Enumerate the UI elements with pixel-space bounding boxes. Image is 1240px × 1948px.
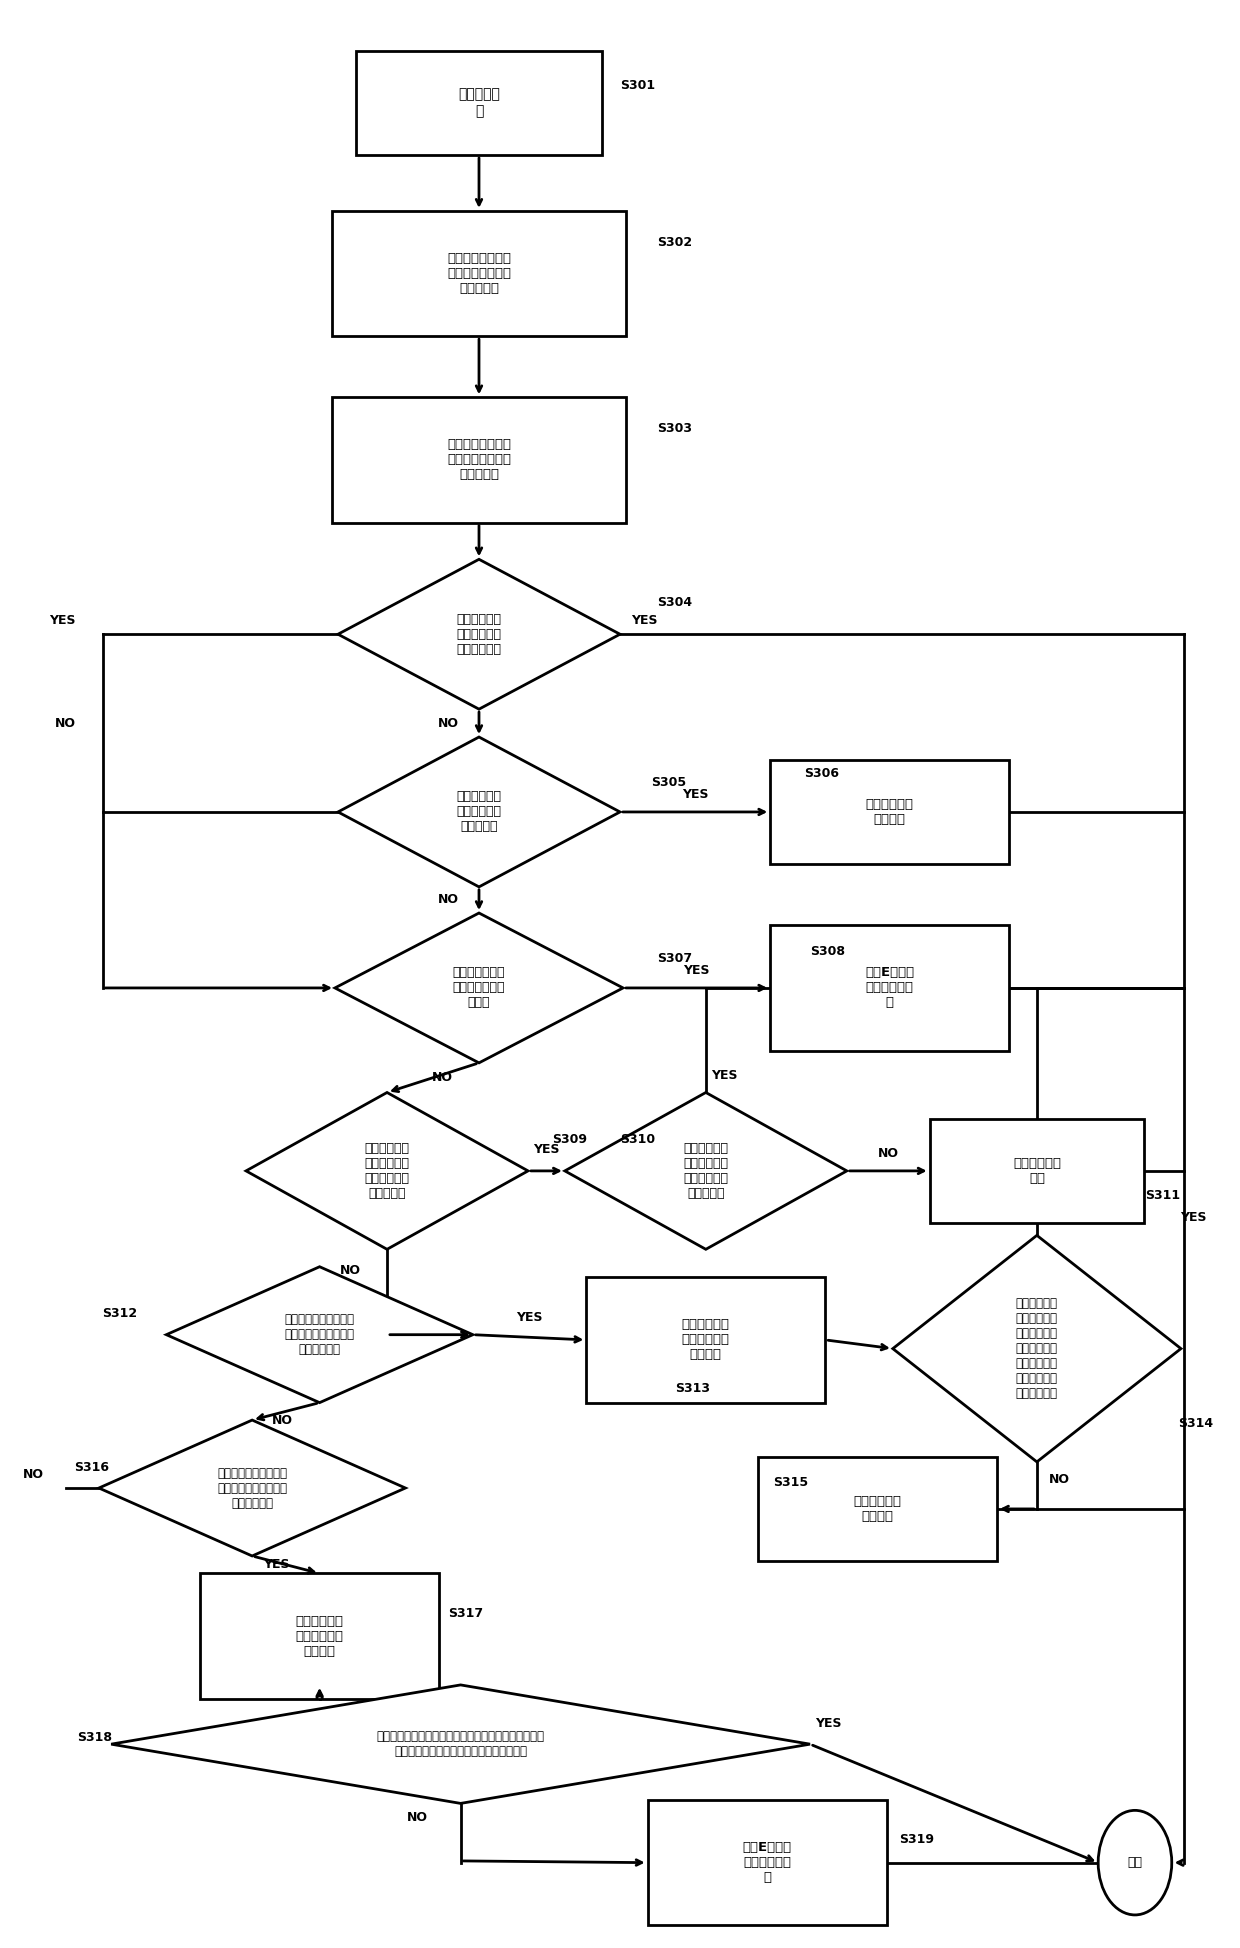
Text: 读取电加热器的时
钟芯片当前时间段
的当前时区: 读取电加热器的时 钟芯片当前时间段 的当前时区 <box>446 251 511 294</box>
FancyBboxPatch shape <box>647 1800 887 1925</box>
Text: 检测当前时区的下一个
时区是否接收到用户的
第一用水指令: 检测当前时区的下一个 时区是否接收到用户的 第一用水指令 <box>285 1313 355 1356</box>
Text: NO: NO <box>1049 1473 1069 1486</box>
Text: S304: S304 <box>657 596 692 610</box>
Text: 开启E增容下
的恒温加热模
式: 开启E增容下 的恒温加热模 式 <box>866 966 914 1009</box>
Text: 控制电热水器
关机: 控制电热水器 关机 <box>1013 1157 1061 1184</box>
Text: S313: S313 <box>675 1383 711 1395</box>
Text: NO: NO <box>340 1264 361 1276</box>
FancyBboxPatch shape <box>332 397 626 522</box>
Text: YES: YES <box>533 1143 559 1157</box>
Text: 判断当前时区
是否接收到第
一用水指令: 判断当前时区 是否接收到第 一用水指令 <box>456 791 501 834</box>
Text: S318: S318 <box>77 1730 112 1743</box>
Polygon shape <box>893 1235 1180 1461</box>
Text: 检测当前时区
的下一个时区
是否接收到用
户用水指令: 检测当前时区 的下一个时区 是否接收到用 户用水指令 <box>365 1142 409 1200</box>
FancyBboxPatch shape <box>770 760 1009 865</box>
Polygon shape <box>339 559 620 709</box>
Polygon shape <box>335 914 622 1064</box>
Text: S314: S314 <box>1178 1416 1213 1430</box>
Text: S319: S319 <box>899 1833 935 1847</box>
FancyBboxPatch shape <box>758 1457 997 1560</box>
Text: 判断计算获得的到达对应的用水设置温度的时间是否大
于当前时间到下一个时区起点的时间间隔。: 判断计算获得的到达对应的用水设置温度的时间是否大 于当前时间到下一个时区起点的时… <box>377 1730 544 1759</box>
Text: S312: S312 <box>103 1307 138 1321</box>
Text: 开始智能加
热: 开始智能加 热 <box>458 88 500 119</box>
Text: NO: NO <box>22 1467 43 1480</box>
Text: S310: S310 <box>620 1134 655 1145</box>
Polygon shape <box>166 1266 472 1403</box>
Text: NO: NO <box>438 894 459 906</box>
Text: YES: YES <box>682 789 708 801</box>
Text: S311: S311 <box>1145 1188 1180 1202</box>
FancyBboxPatch shape <box>587 1278 826 1403</box>
Text: S307: S307 <box>657 953 692 964</box>
Text: S306: S306 <box>804 768 839 779</box>
Text: 计算到达对应
的用水设置温
度的时间: 计算到达对应 的用水设置温 度的时间 <box>295 1615 343 1658</box>
FancyBboxPatch shape <box>332 210 626 337</box>
Polygon shape <box>246 1093 528 1249</box>
FancyBboxPatch shape <box>770 925 1009 1050</box>
Text: YES: YES <box>815 1716 842 1730</box>
Text: NO: NO <box>438 717 459 730</box>
Text: S309: S309 <box>553 1134 588 1145</box>
Text: 判断当前时区
是否接收到用
户的用水指令: 判断当前时区 是否接收到用 户的用水指令 <box>456 614 501 656</box>
Text: NO: NO <box>407 1812 428 1823</box>
Text: 开启标准恒温
加热模式: 开启标准恒温 加热模式 <box>853 1494 901 1523</box>
Text: S308: S308 <box>810 945 844 958</box>
Text: 返回: 返回 <box>1127 1856 1142 1870</box>
Polygon shape <box>99 1420 405 1556</box>
Polygon shape <box>565 1093 847 1249</box>
Text: YES: YES <box>683 964 709 978</box>
Text: YES: YES <box>50 614 76 627</box>
Text: NO: NO <box>55 717 76 730</box>
Text: YES: YES <box>263 1558 290 1572</box>
Polygon shape <box>339 736 620 886</box>
FancyBboxPatch shape <box>200 1574 439 1699</box>
Text: S305: S305 <box>651 775 686 789</box>
Polygon shape <box>112 1685 810 1804</box>
Text: YES: YES <box>711 1069 738 1081</box>
FancyBboxPatch shape <box>930 1118 1145 1223</box>
Text: YES: YES <box>631 614 657 627</box>
Text: 检测当前时区是
否接收到第二用
水指令: 检测当前时区是 否接收到第二用 水指令 <box>453 966 505 1009</box>
Text: NO: NO <box>273 1414 294 1426</box>
Text: S301: S301 <box>620 78 655 92</box>
Text: 判断用户在当
前时区的下一
个时区是否设
置预约指令: 判断用户在当 前时区的下一 个时区是否设 置预约指令 <box>683 1142 728 1200</box>
FancyBboxPatch shape <box>356 51 601 156</box>
Text: 判断计算获得
的到达对应的
用水设置温度
的时间是否大
于当前时间到
下一个时区起
点的时间间隔: 判断计算获得 的到达对应的 用水设置温度 的时间是否大 于当前时间到 下一个时区… <box>1016 1297 1058 1401</box>
Text: S303: S303 <box>657 423 692 434</box>
Text: 检测当前时区的下一个
时区是否接收到用户的
第二用水指令: 检测当前时区的下一个 时区是否接收到用户的 第二用水指令 <box>217 1467 288 1510</box>
Text: YES: YES <box>1180 1212 1207 1225</box>
Text: S316: S316 <box>74 1461 109 1473</box>
Text: YES: YES <box>516 1311 543 1325</box>
Text: 开启标准恒温
加热模式: 开启标准恒温 加热模式 <box>866 799 914 826</box>
Text: 开启E增容下
的恒温加热模
式: 开启E增容下 的恒温加热模 式 <box>743 1841 791 1884</box>
Text: NO: NO <box>878 1147 899 1159</box>
Text: S302: S302 <box>657 236 692 249</box>
Text: S315: S315 <box>774 1477 808 1490</box>
Text: 计算到达对应
的用水设置温
度的时间: 计算到达对应 的用水设置温 度的时间 <box>682 1319 730 1362</box>
Text: 读取上个预设周期
对应时间段的时区
的记忆数据: 读取上个预设周期 对应时间段的时区 的记忆数据 <box>446 438 511 481</box>
Circle shape <box>1099 1810 1172 1915</box>
Text: NO: NO <box>432 1071 453 1085</box>
Text: S317: S317 <box>449 1607 484 1621</box>
